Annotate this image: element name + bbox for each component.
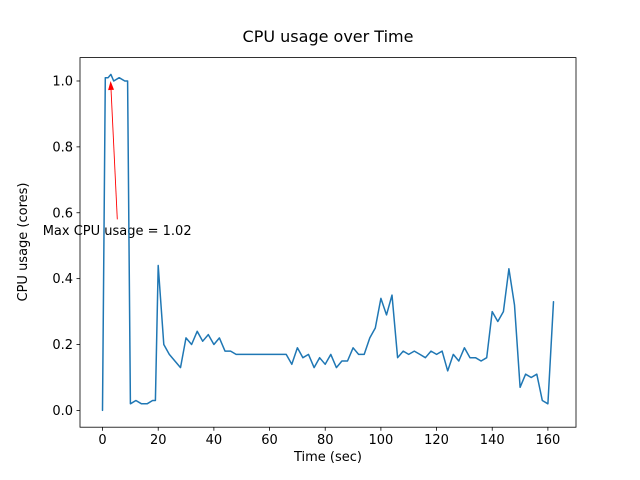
annotation-arrow-head <box>108 81 114 91</box>
x-tick-label: 120 <box>424 433 449 448</box>
y-tick-label: 0.4 <box>52 272 73 287</box>
annotation-arrow-shaft <box>110 89 118 220</box>
x-tick-label: 100 <box>368 433 393 448</box>
plot-border <box>79 57 577 428</box>
annotation-text: Max CPU usage = 1.02 <box>43 224 192 239</box>
x-tick-label: 20 <box>150 433 167 448</box>
x-tick-label: 40 <box>206 433 223 448</box>
cpu-usage-line <box>101 73 555 412</box>
x-tick-label: 0 <box>98 433 106 448</box>
y-tick-label: 0.8 <box>52 140 73 155</box>
x-axis-label: Time (sec) <box>293 450 362 465</box>
x-tick-label: 80 <box>317 433 334 448</box>
x-tick-label: 160 <box>535 433 560 448</box>
y-axis-label: CPU usage (cores) <box>16 183 31 302</box>
chart-title: CPU usage over Time <box>243 27 414 46</box>
x-tick-label: 140 <box>480 433 505 448</box>
y-tick-label: 1.0 <box>52 74 73 89</box>
y-tick-label: 0.6 <box>52 206 73 221</box>
y-tick-label: 0.0 <box>52 404 73 419</box>
y-tick-label: 0.2 <box>52 338 73 353</box>
x-tick-label: 60 <box>261 433 278 448</box>
